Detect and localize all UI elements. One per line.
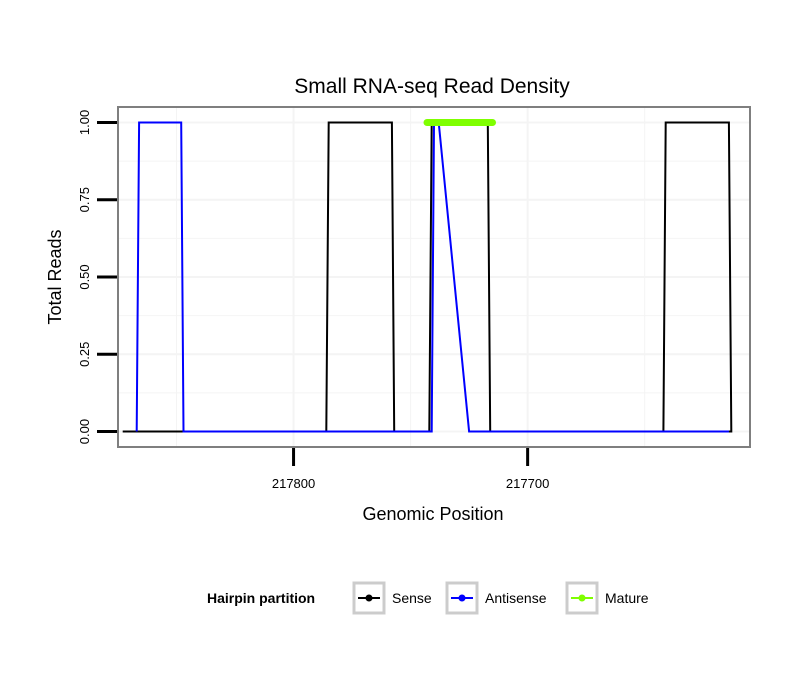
legend-items: Sense Antisense Mature (352, 581, 649, 615)
legend-label: Mature (605, 590, 649, 606)
legend-key-dot (365, 594, 373, 602)
plot-panel (117, 106, 751, 448)
chart-title: Small RNA-seq Read Density (294, 75, 570, 98)
x-axis: 217800 217700 (272, 448, 549, 491)
y-tick-label: 0.50 (77, 264, 92, 289)
y-tick-label: 0.00 (77, 419, 92, 444)
y-tick-label: 0.25 (77, 342, 92, 367)
y-tick-label: 0.75 (77, 187, 92, 212)
x-tick-label: 217800 (272, 476, 315, 491)
y-axis: 0.00 0.25 0.50 0.75 1.00 (77, 110, 117, 444)
legend-key-box (445, 581, 479, 615)
legend-label: Antisense (485, 590, 547, 606)
x-tick-label: 217700 (506, 476, 549, 491)
y-tick-label: 1.00 (77, 110, 92, 135)
series-line-antisense (135, 121, 729, 433)
legend-key-dot (578, 594, 586, 602)
x-axis-title: Genomic Position (362, 504, 503, 524)
legend-key-dot (458, 594, 466, 602)
legend: Hairpin partition Sense Antisense Mature (207, 581, 649, 615)
series-layer (122, 119, 733, 433)
y-axis-title: Total Reads (45, 229, 65, 324)
legend-label: Sense (392, 590, 432, 606)
legend-title: Hairpin partition (207, 590, 315, 606)
grid-lines (118, 107, 750, 447)
plot-border (117, 106, 751, 448)
